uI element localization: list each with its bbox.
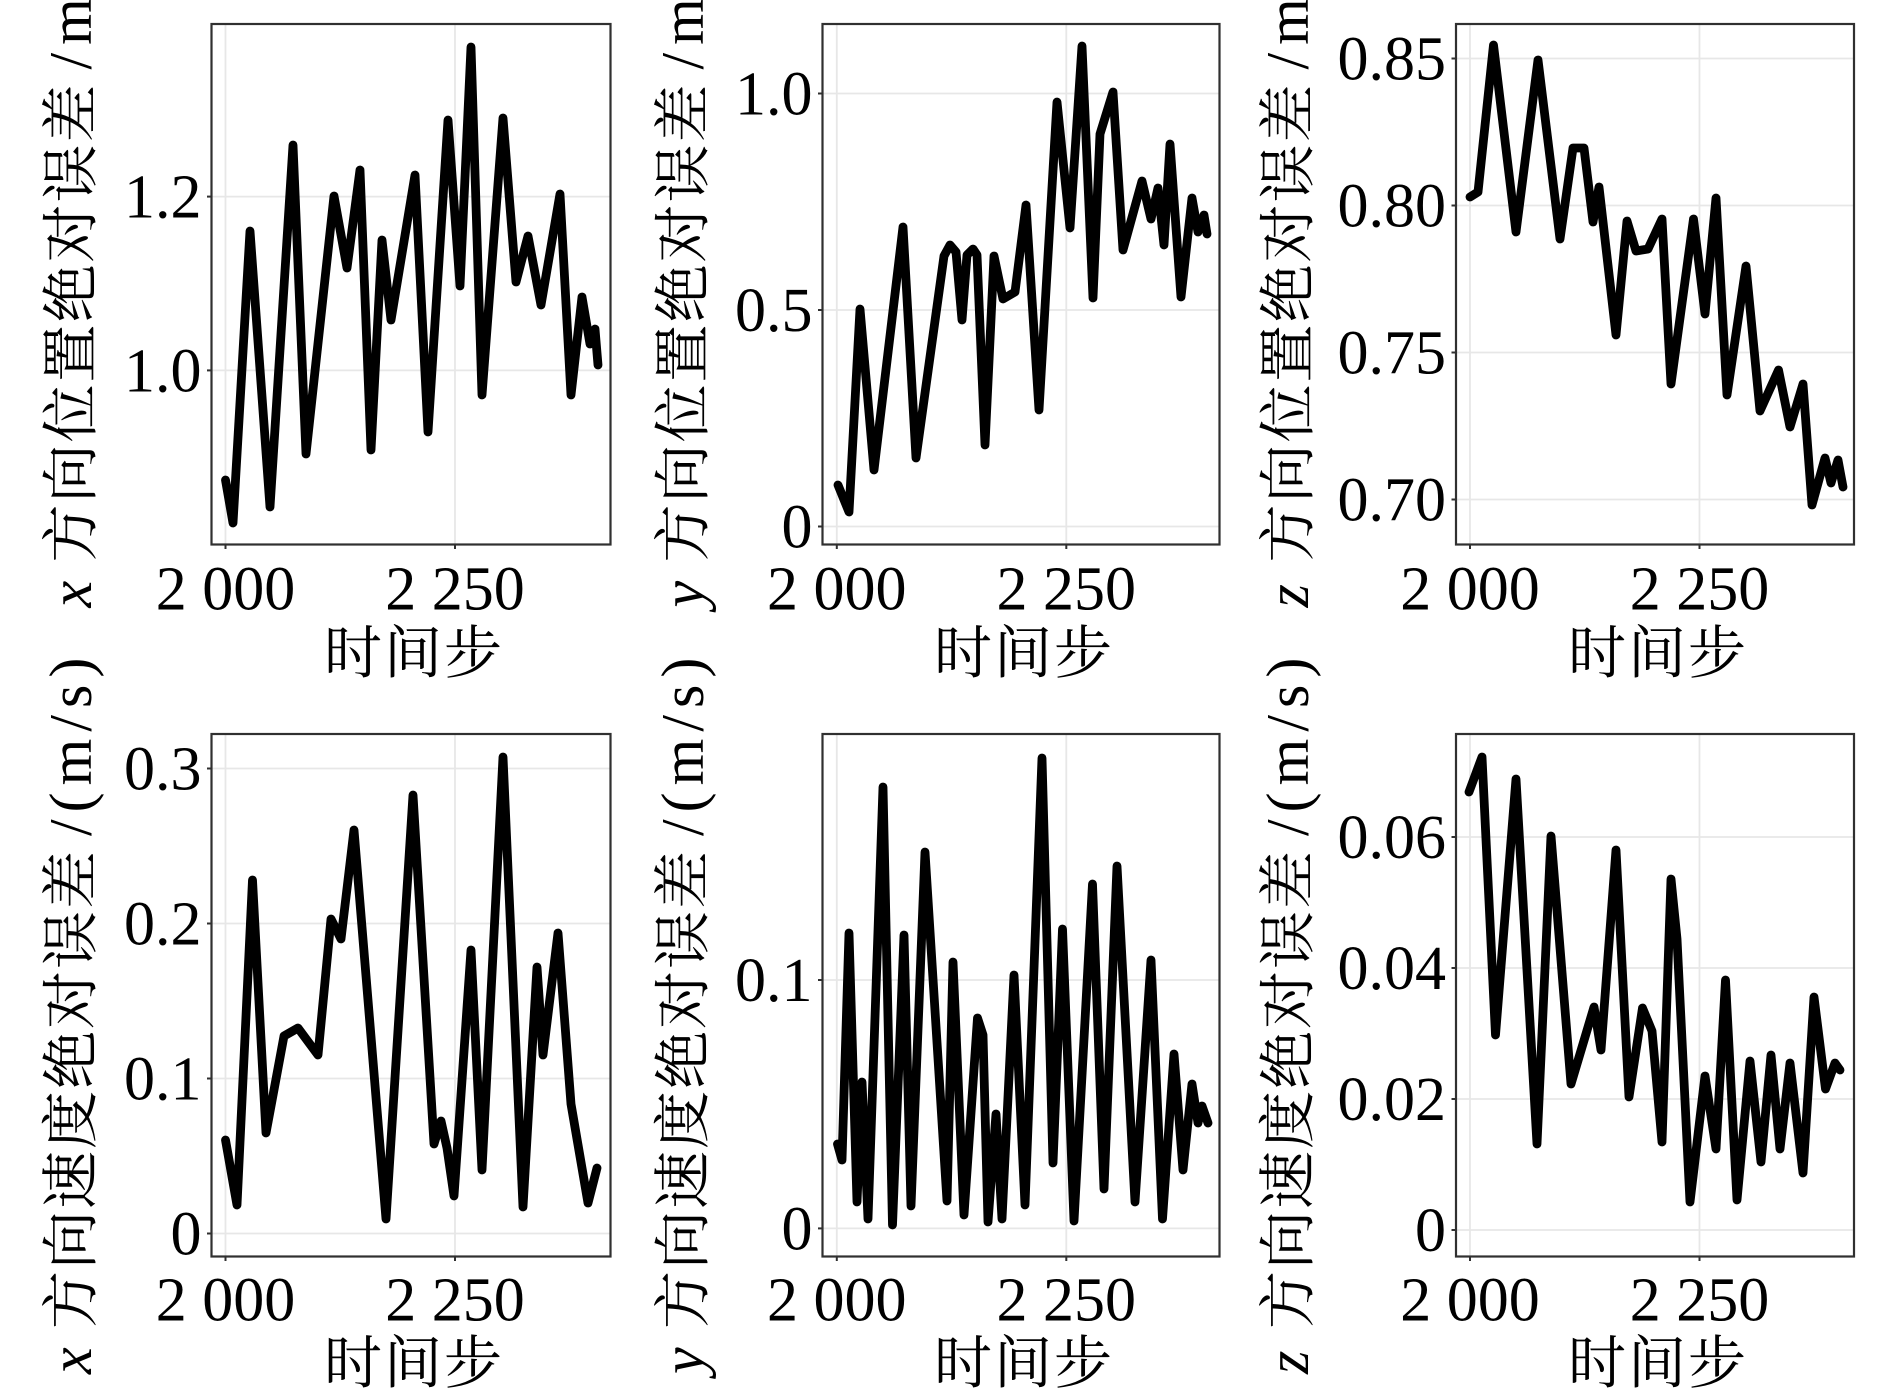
svg-text:/(m/s): /(m/s) <box>1255 651 1321 836</box>
svg-text:2 000: 2 000 <box>767 1267 907 1335</box>
svg-text:0: 0 <box>782 1195 813 1263</box>
svg-text:0.75: 0.75 <box>1338 320 1447 388</box>
svg-text:/m: /m <box>650 0 716 70</box>
svg-text:/m: /m <box>38 0 104 70</box>
svg-text:0.1: 0.1 <box>124 1046 202 1114</box>
svg-text:2 000: 2 000 <box>156 1267 296 1335</box>
svg-text:0.2: 0.2 <box>124 891 202 959</box>
svg-text:2 000: 2 000 <box>1400 556 1540 624</box>
svg-text:2 000: 2 000 <box>156 556 296 624</box>
svg-text:2 250: 2 250 <box>385 556 525 624</box>
svg-text:z: z <box>1255 1351 1321 1375</box>
svg-text:1.0: 1.0 <box>735 61 813 129</box>
svg-text:0.1: 0.1 <box>735 947 813 1015</box>
svg-text:2 250: 2 250 <box>997 1267 1137 1335</box>
svg-text:0.3: 0.3 <box>124 736 202 804</box>
svg-text:0: 0 <box>1415 1197 1446 1265</box>
svg-text:x: x <box>38 1347 104 1375</box>
svg-text:/m: /m <box>1255 0 1321 70</box>
svg-text:/(m/s): /(m/s) <box>38 651 104 836</box>
svg-text:0.02: 0.02 <box>1338 1066 1447 1134</box>
svg-text:z: z <box>1255 584 1321 608</box>
svg-text:2 250: 2 250 <box>997 556 1137 624</box>
svg-text:2 000: 2 000 <box>767 556 907 624</box>
svg-text:2 250: 2 250 <box>1630 1267 1770 1335</box>
svg-text:2 000: 2 000 <box>1400 1267 1540 1335</box>
svg-text:/(m/s): /(m/s) <box>650 651 716 836</box>
svg-text:2 250: 2 250 <box>1630 556 1770 624</box>
svg-text:0.85: 0.85 <box>1338 26 1447 94</box>
svg-text:0.80: 0.80 <box>1338 173 1447 241</box>
svg-text:1.2: 1.2 <box>124 164 202 232</box>
svg-text:0.06: 0.06 <box>1338 804 1447 872</box>
svg-text:0.04: 0.04 <box>1338 935 1447 1003</box>
svg-text:y: y <box>650 581 716 614</box>
svg-text:0: 0 <box>171 1201 202 1269</box>
svg-text:0.70: 0.70 <box>1338 467 1447 535</box>
svg-text:0.5: 0.5 <box>735 277 813 345</box>
svg-text:2 250: 2 250 <box>385 1267 525 1335</box>
svg-text:y: y <box>650 1347 716 1380</box>
svg-text:1.0: 1.0 <box>124 337 202 405</box>
svg-text:x: x <box>38 581 104 609</box>
svg-text:0: 0 <box>782 494 813 562</box>
